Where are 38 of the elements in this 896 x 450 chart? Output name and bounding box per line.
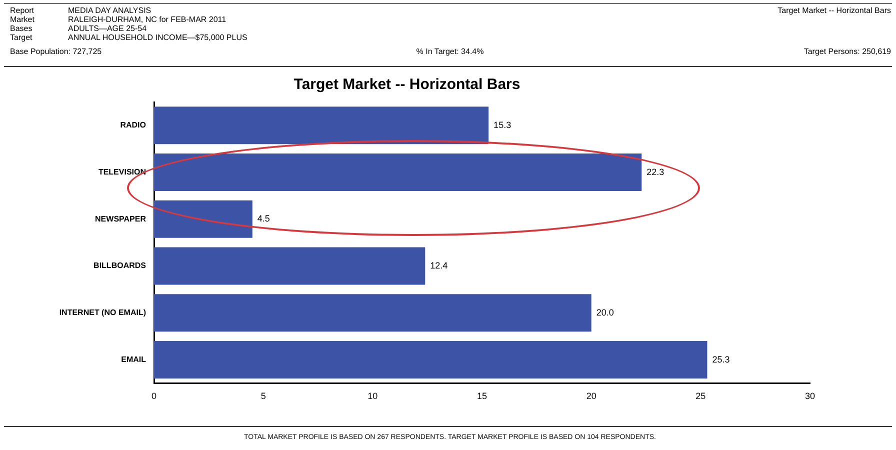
bar [154,341,708,379]
text: ANNUAL HOUSEHOLD INCOME—$75,000 PLUS [68,33,248,42]
x-tick-label: 5 [260,391,266,402]
text: MEDIA DAY ANALYSIS [68,6,152,15]
text: RALEIGH-DURHAM, NC for FEB-MAR 2011 [68,15,226,24]
text: Target [10,33,32,42]
bar [154,294,592,332]
data-label: 15.3 [494,120,512,130]
text: Market [10,15,34,24]
text: Target Persons: 250,619 [804,47,891,56]
data-label: 25.3 [712,354,730,364]
data-label: 12.4 [430,260,448,271]
data-label: 4.5 [257,214,270,224]
text: % In Target: 34.4% [416,47,484,56]
text: Base Population: 727,725 [10,47,102,56]
bar [154,200,252,238]
text: ADULTS—AGE 25-54 [68,24,147,33]
y-tick-label: EMAIL [121,354,146,364]
bar [154,154,642,192]
bar [154,247,426,285]
y-tick-label: NEWSPAPER [95,214,146,224]
x-tick-label: 0 [151,391,157,402]
y-tick-label: BILLBOARDS [94,261,147,270]
chart-title: Target Market -- Horizontal Bars [294,76,520,94]
bar [154,106,489,144]
x-tick-label: 10 [368,391,378,402]
data-label: 22.3 [646,166,664,177]
y-tick-label: RADIO [120,120,146,130]
x-tick-label: 30 [804,391,816,402]
text: Report [10,6,34,15]
x-tick-label: 20 [586,391,596,402]
x-tick-label: 25 [696,391,706,402]
y-tick-label: TELEVISION [98,168,146,177]
x-tick-label: 15 [476,391,488,402]
y-tick-label: INTERNET (NO EMAIL) [59,308,146,318]
data-label: 20.0 [596,307,614,318]
text: Bases [10,24,32,33]
text: Target Market -- Horizontal Bars [778,6,891,15]
